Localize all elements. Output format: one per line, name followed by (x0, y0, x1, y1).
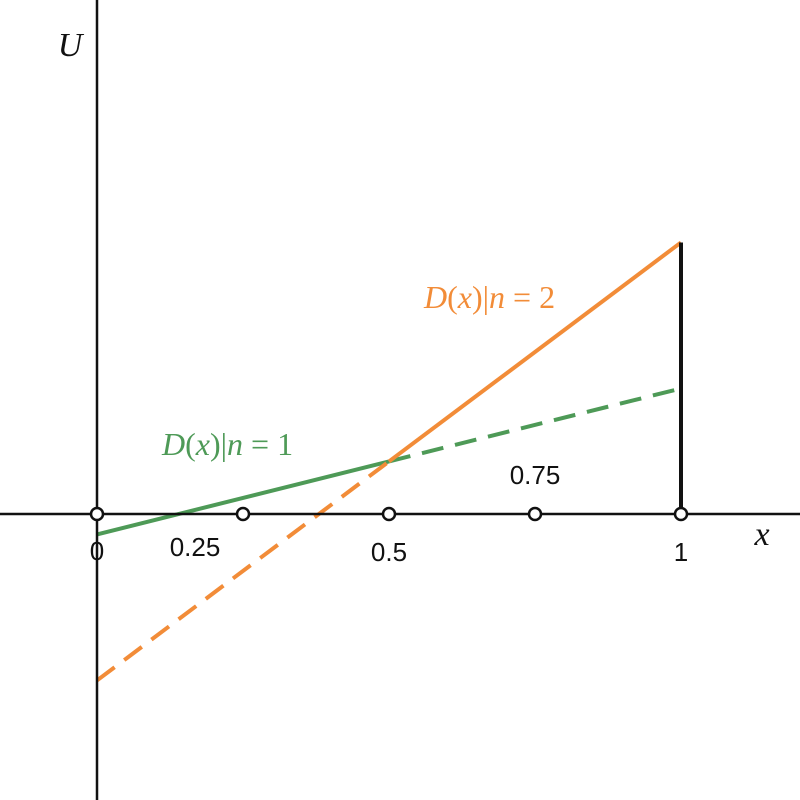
series-label-n2: D(x)|n = 2 (423, 279, 555, 315)
tick-layer: 0 0.25 0.5 0.75 1 (89, 460, 689, 567)
series-n2-dashed-line (95, 459, 391, 683)
tick-label-0.5: 0.5 (371, 537, 407, 567)
tick-marker-0.75 (527, 506, 543, 522)
series-layer (95, 240, 683, 683)
series-label-n2-func: D (423, 279, 447, 315)
series-label-n2-n: n (489, 279, 505, 315)
series-label-n2-rest: = 2 (505, 279, 555, 315)
series-label-n1-func: D (161, 426, 185, 462)
tick-marker-1 (673, 506, 689, 522)
series-label-n1-rest: = 1 (243, 426, 293, 462)
tick-label-1: 1 (674, 537, 688, 567)
series-n1-dashed-line (388, 386, 682, 464)
series-label-n1-n: n (227, 426, 243, 462)
series-label-n1: D(x)|n = 1 (161, 426, 293, 462)
x-axis-label: x (753, 516, 769, 553)
series-label-n2-arg: x (457, 279, 472, 315)
tick-marker-0.25 (235, 506, 251, 522)
y-axis-label: U (58, 27, 85, 64)
series-n1-solid-line (96, 459, 390, 537)
series-label-n1-arg: x (195, 426, 210, 462)
tick-label-0.75: 0.75 (510, 460, 561, 490)
tick-label-0: 0 (90, 536, 104, 566)
tick-label-0.25: 0.25 (170, 532, 221, 562)
tick-marker-0 (89, 506, 105, 522)
series-n2-solid-line (387, 240, 683, 464)
tick-marker-0.5 (381, 506, 397, 522)
